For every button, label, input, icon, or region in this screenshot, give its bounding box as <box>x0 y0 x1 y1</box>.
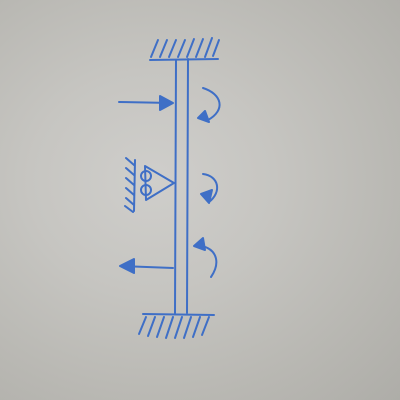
pin-roller-support <box>124 157 175 213</box>
moment-arrow-middle <box>200 173 219 204</box>
applied-force-left <box>119 258 174 274</box>
moment-arrow-upper <box>197 87 221 123</box>
applied-force-right <box>118 95 174 111</box>
moment-arrow-lower <box>193 237 218 278</box>
vertical-beam <box>174 58 189 314</box>
top-fixed-support <box>149 37 220 61</box>
bottom-fixed-support <box>138 313 215 339</box>
